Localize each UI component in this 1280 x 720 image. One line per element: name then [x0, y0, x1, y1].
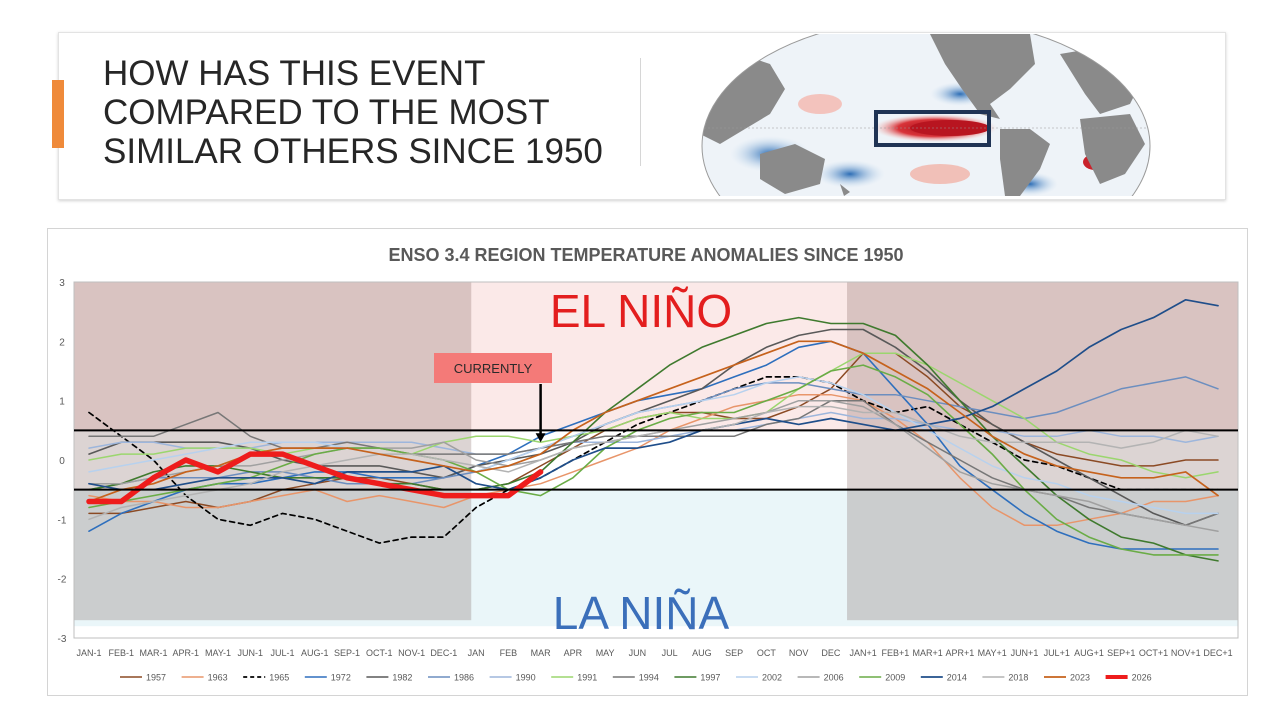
- y-tick-label: 2: [59, 337, 65, 348]
- legend-label: 2018: [1008, 673, 1028, 683]
- series-line-2018: [88, 405, 1219, 521]
- x-tick-label: FEB: [500, 648, 518, 658]
- la-nina-label: LA NIÑA: [553, 587, 730, 639]
- legend-label: 1972: [331, 673, 351, 683]
- x-tick-label: MAR+1: [913, 648, 943, 658]
- x-tick-label: FEB-1: [108, 648, 134, 658]
- x-tick-label: MAY-1: [205, 648, 231, 658]
- threshold-lines: [74, 429, 1238, 491]
- series-line-1982: [88, 328, 1219, 527]
- x-tick-label: APR+1: [946, 648, 975, 658]
- legend-label: 1986: [454, 673, 474, 683]
- x-tick-label: MAR: [531, 648, 552, 658]
- legend-label: 2009: [885, 673, 905, 683]
- series-line-1997: [88, 316, 1219, 562]
- y-tick-label: -2: [58, 575, 67, 586]
- x-tick-label: MAY: [596, 648, 615, 658]
- plot-frame: [73, 281, 1239, 639]
- series-line-1965: [88, 376, 1219, 544]
- x-tick-label: APR: [564, 648, 583, 658]
- currently-callout-box: [434, 353, 552, 383]
- x-tick-label: DEC+1: [1203, 648, 1232, 658]
- x-tick-label: JUN-1: [238, 648, 264, 658]
- world-map-icon: [701, 34, 1151, 196]
- x-tick-label: SEP+1: [1107, 648, 1135, 658]
- legend-label: 2006: [824, 673, 844, 683]
- legend-label: 2014: [947, 673, 967, 683]
- sst-anomaly-map: [700, 34, 1152, 196]
- x-tick-label: JUN: [629, 648, 647, 658]
- y-tick-label: -3: [58, 634, 67, 645]
- title-divider: [640, 58, 641, 166]
- x-tick-label: MAR-1: [140, 648, 168, 658]
- y-tick-label: 3: [59, 278, 65, 289]
- y-tick-label: 0: [59, 456, 65, 467]
- x-tick-label: OCT-1: [366, 648, 393, 658]
- x-tick-label: AUG: [692, 648, 712, 658]
- series-lines: [86, 298, 1219, 562]
- series-line-2023: [88, 340, 1219, 503]
- legend-label: 1990: [516, 673, 536, 683]
- x-tick-label: JUN+1: [1011, 648, 1039, 658]
- chart-card: ENSO 3.4 REGION TEMPERATURE ANOMALIES SI…: [47, 228, 1248, 696]
- series-line-2026: [86, 451, 544, 505]
- x-tick-label: OCT+1: [1139, 648, 1168, 658]
- x-tick-label: JUL-1: [271, 648, 295, 658]
- x-tick-label: SEP: [725, 648, 743, 658]
- x-tick-label: NOV+1: [1171, 648, 1201, 658]
- x-tick-label: NOV-1: [398, 648, 425, 658]
- x-tick-label: DEC-1: [430, 648, 457, 658]
- x-tick-label: JAN-1: [76, 648, 101, 658]
- legend-label: 1997: [700, 673, 720, 683]
- legend-label: 2026: [1132, 673, 1152, 683]
- currently-annotation: CURRENTLY: [434, 353, 552, 443]
- x-tick-label: DEC: [821, 648, 841, 658]
- y-tick-label: -1: [58, 515, 67, 526]
- legend-label: 2002: [762, 673, 782, 683]
- el-nino-label: EL NIÑO: [550, 285, 732, 337]
- accent-bar: [52, 80, 64, 148]
- chart-title: ENSO 3.4 REGION TEMPERATURE ANOMALIES SI…: [388, 245, 903, 265]
- legend-label: 1982: [392, 673, 412, 683]
- shade-left: [74, 282, 472, 621]
- x-tick-label: AUG-1: [301, 648, 329, 658]
- phase-bands: [73, 281, 1239, 639]
- y-axis: 3 2 1 0 -1 -2 -3: [58, 278, 67, 645]
- currently-label: CURRENTLY: [454, 361, 533, 376]
- x-tick-label: MAY+1: [978, 648, 1007, 658]
- chart-legend: 1957 1963 1965 1972 1982 1986 1990 1991 1994 1997…: [120, 673, 1152, 683]
- legend-label: 1965: [269, 673, 289, 683]
- series-line-1972: [88, 340, 1219, 550]
- legend-label: 1991: [577, 673, 597, 683]
- legend-label: 1994: [639, 673, 659, 683]
- x-tick-label: AUG+1: [1074, 648, 1104, 658]
- x-tick-label: JAN+1: [850, 648, 877, 658]
- currently-arrow-head: [535, 433, 546, 443]
- y-tick-label: 1: [59, 397, 65, 408]
- series-line-2014: [88, 298, 1219, 491]
- x-tick-label: JUL: [662, 648, 678, 658]
- series-line-2009: [88, 364, 1219, 556]
- legend-label: 2023: [1070, 673, 1090, 683]
- x-tick-label: JUL+1: [1044, 648, 1070, 658]
- enso-chart: ENSO 3.4 REGION TEMPERATURE ANOMALIES SI…: [58, 245, 1239, 683]
- x-tick-label: SEP-1: [334, 648, 360, 658]
- x-tick-label: JAN: [468, 648, 485, 658]
- x-tick-label: APR-1: [173, 648, 200, 658]
- la-nina-band: [74, 489, 1238, 627]
- x-tick-label: FEB+1: [882, 648, 910, 658]
- legend-label: 1963: [208, 673, 228, 683]
- legend-label: 1957: [146, 673, 166, 683]
- series-line-1990: [88, 411, 1219, 455]
- x-tick-label: OCT: [757, 648, 777, 658]
- x-axis: JAN-1 FEB-1 MAR-1 APR-1 MAY-1 JUN-1 JUL-1 AUG-1…: [76, 648, 1232, 658]
- x-tick-label: NOV: [789, 648, 809, 658]
- slide-title: HOW HAS THIS EVENT COMPARED TO THE MOST …: [103, 54, 603, 171]
- nino34-region-box: [874, 110, 991, 147]
- shade-right: [847, 282, 1238, 621]
- series-line-2002: [88, 376, 1219, 515]
